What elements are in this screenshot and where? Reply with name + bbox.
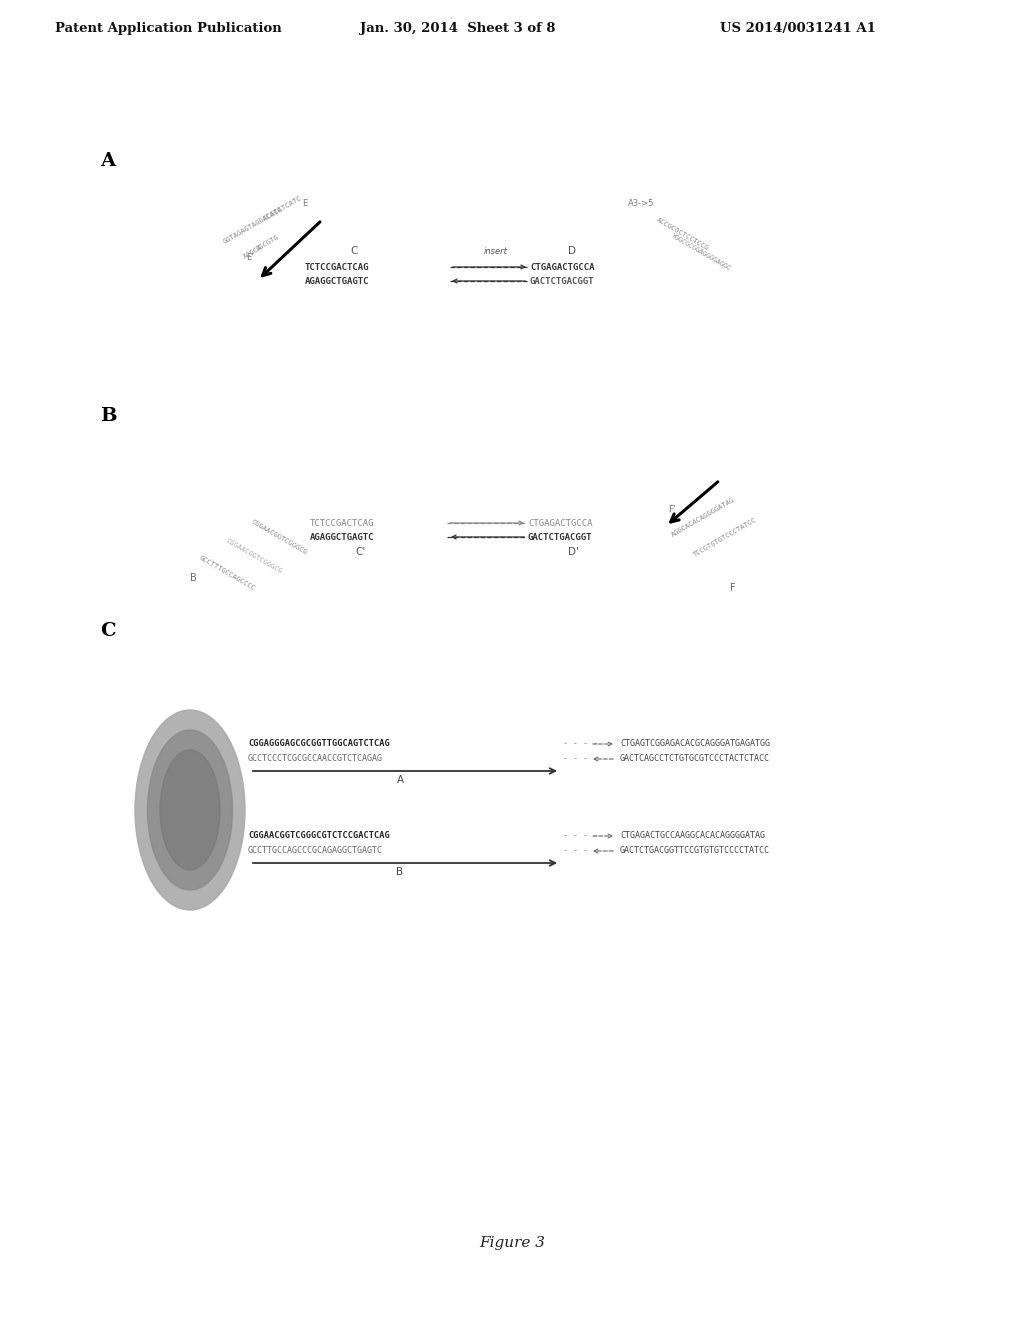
Ellipse shape xyxy=(160,750,220,870)
Text: CGCGTG: CGCGTG xyxy=(255,234,281,252)
Text: Jan. 30, 2014  Sheet 3 of 8: Jan. 30, 2014 Sheet 3 of 8 xyxy=(360,22,555,36)
Text: insert: insert xyxy=(484,247,508,256)
Text: F': F' xyxy=(668,506,676,513)
Text: C: C xyxy=(350,246,357,256)
Text: CTGAGACTGCCA: CTGAGACTGCCA xyxy=(528,519,593,528)
Text: C': C' xyxy=(355,546,366,557)
Text: CGGAACGGTCGGGCG: CGGAACGGTCGGGCG xyxy=(250,519,308,556)
Text: - - - -: - - - - xyxy=(563,846,598,855)
Text: CTGAGACTGCCA: CTGAGACTGCCA xyxy=(530,263,595,272)
Ellipse shape xyxy=(147,730,232,890)
Text: ACGCA: ACGCA xyxy=(242,244,263,260)
Text: CGGAACGGTCGGGCG: CGGAACGGTCGGGCG xyxy=(225,537,284,576)
Text: B: B xyxy=(100,407,117,425)
Text: TCCGTGTGTCCCTATCC: TCCGTGTGTCCCTATCC xyxy=(692,516,758,558)
Text: CGGAACGGTCGGGCGTCTCCGACTCAG: CGGAACGGTCGGGCGTCTCCGACTCAG xyxy=(248,832,390,840)
Text: GCCTTGCCAGCCCGCAGAGGCTGAGTC: GCCTTGCCAGCCCGCAGAGGCTGAGTC xyxy=(248,846,383,855)
Text: F: F xyxy=(730,583,735,593)
Text: B: B xyxy=(396,867,403,876)
Text: C: C xyxy=(100,622,116,640)
Text: AGGCACACAGGGGATAG: AGGCACACAGGGGATAG xyxy=(670,496,735,539)
Text: TCTCCGACTCAG: TCTCCGACTCAG xyxy=(310,519,375,528)
Text: CGGAGGGAGCGCGGTTGGCAGTCTCAG: CGGAGGGAGCGCGGTTGGCAGTCTCAG xyxy=(248,739,390,748)
Text: - - - -: - - - - xyxy=(563,754,598,763)
Text: B: B xyxy=(190,573,197,583)
Text: GACTCTGACGGTTCCGTGTGTCCCCTATCC: GACTCTGACGGTTCCGTGTGTCCCCTATCC xyxy=(620,846,770,855)
Text: CCATCTCATC: CCATCTCATC xyxy=(262,195,303,222)
Text: Figure 3: Figure 3 xyxy=(479,1236,545,1250)
Text: GACTCAGCCTCTGTGCGTCCCTACTCTACC: GACTCAGCCTCTGTGCGTCCCTACTCTACC xyxy=(620,754,770,763)
Text: GCCTCCCTCGCGCCAACCGTCTCAGAG: GCCTCCCTCGCGCCAACCGTCTCAGAG xyxy=(248,754,383,763)
Ellipse shape xyxy=(135,710,245,909)
Text: AGAGGCTGAGTC: AGAGGCTGAGTC xyxy=(310,533,375,543)
Text: GACTCTGACGGT: GACTCTGACGGT xyxy=(528,533,593,543)
Text: CTGAGACTGCCAAGGCACACAGGGGATAG: CTGAGACTGCCAAGGCACACAGGGGATAG xyxy=(620,832,765,840)
Text: CTGAGTCGGAGACACGCAGGGATGAGATGG: CTGAGTCGGAGACACGCAGGGATGAGATGG xyxy=(620,739,770,748)
Text: A: A xyxy=(100,152,115,170)
Text: GGTAGAGTAGGACGCA: GGTAGAGTAGGACGCA xyxy=(222,206,284,246)
Text: Patent Application Publication: Patent Application Publication xyxy=(55,22,282,36)
Text: E: E xyxy=(302,199,307,209)
Text: ACCGCOCTCCTCCG: ACCGCOCTCCTCCG xyxy=(655,216,710,252)
Text: TCTCCGACTCAG: TCTCCGACTCAG xyxy=(305,263,370,272)
Text: - - - -: - - - - xyxy=(563,832,598,840)
Text: YGGCGCGGAGGGGAGGC: YGGCGCGGAGGGGAGGC xyxy=(670,232,732,272)
Text: - - - -: - - - - xyxy=(563,739,598,748)
Text: US 2014/0031241 A1: US 2014/0031241 A1 xyxy=(720,22,876,36)
Text: GACTCTGACGGT: GACTCTGACGGT xyxy=(530,277,595,286)
Text: E': E' xyxy=(246,253,254,261)
Text: AGAGGCTGAGTC: AGAGGCTGAGTC xyxy=(305,277,370,286)
Text: A: A xyxy=(396,775,403,785)
Text: D': D' xyxy=(568,546,579,557)
Text: GCCTTTGCCAGCCCC: GCCTTTGCCAGCCCC xyxy=(198,554,256,591)
Text: D: D xyxy=(568,246,575,256)
Text: A3->5: A3->5 xyxy=(628,199,654,209)
